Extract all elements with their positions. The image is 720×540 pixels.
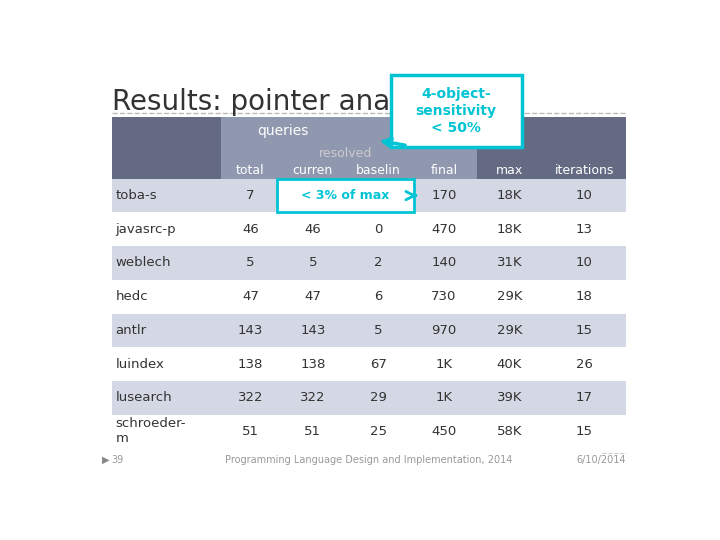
- Text: 138: 138: [238, 357, 264, 370]
- Text: toba-s: toba-s: [116, 189, 157, 202]
- Text: curren: curren: [293, 164, 333, 177]
- Text: 170: 170: [431, 189, 456, 202]
- Bar: [221, 162, 280, 179]
- Bar: [221, 117, 477, 145]
- Text: 5: 5: [374, 324, 382, 337]
- Text: resolved: resolved: [319, 147, 372, 160]
- Bar: [477, 145, 542, 162]
- Text: 26: 26: [576, 357, 593, 370]
- Text: 67: 67: [370, 357, 387, 370]
- Text: 1K: 1K: [436, 357, 452, 370]
- Text: 31K: 31K: [497, 256, 522, 269]
- Text: 1K: 1K: [436, 391, 452, 404]
- Bar: [542, 162, 626, 179]
- Text: weblech: weblech: [116, 256, 171, 269]
- Bar: [112, 314, 626, 347]
- Text: 6: 6: [374, 290, 382, 303]
- Text: schroeder-
m: schroeder- m: [116, 417, 186, 446]
- Text: 18K: 18K: [497, 189, 522, 202]
- Text: 18: 18: [576, 290, 593, 303]
- Text: 29: 29: [370, 391, 387, 404]
- Text: javasrc-p: javasrc-p: [116, 223, 176, 236]
- Bar: [112, 212, 626, 246]
- Text: 46: 46: [305, 223, 321, 236]
- Text: queries: queries: [258, 124, 309, 138]
- Text: baselin: baselin: [356, 164, 401, 177]
- Text: 15: 15: [576, 425, 593, 438]
- Bar: [112, 415, 626, 448]
- Text: 7: 7: [246, 189, 255, 202]
- Text: 29K: 29K: [497, 290, 522, 303]
- Text: luindex: luindex: [116, 357, 164, 370]
- Bar: [112, 347, 626, 381]
- Text: 47: 47: [242, 290, 259, 303]
- Text: < 3% of max: < 3% of max: [302, 189, 390, 202]
- Bar: [221, 145, 280, 162]
- Text: 138: 138: [300, 357, 325, 370]
- Bar: [112, 179, 626, 212]
- Text: antlr: antlr: [116, 324, 147, 337]
- Text: 46: 46: [242, 223, 259, 236]
- Text: 25: 25: [370, 425, 387, 438]
- Text: lusearch: lusearch: [116, 391, 172, 404]
- Bar: [346, 162, 411, 179]
- Text: 39K: 39K: [497, 391, 522, 404]
- Text: Programming Language Design and Implementation, 2014: Programming Language Design and Implemen…: [225, 455, 513, 465]
- Text: 18K: 18K: [497, 223, 522, 236]
- Text: 730: 730: [431, 290, 456, 303]
- Text: 10: 10: [576, 256, 593, 269]
- Bar: [542, 117, 626, 145]
- FancyBboxPatch shape: [277, 179, 414, 212]
- Text: 15: 15: [576, 324, 593, 337]
- Text: 5: 5: [309, 256, 317, 269]
- Text: 470: 470: [431, 223, 456, 236]
- Bar: [280, 145, 411, 162]
- Bar: [280, 162, 346, 179]
- Text: Results: pointer analysis: Results: pointer analysis: [112, 88, 451, 116]
- Bar: [542, 145, 626, 162]
- Text: 6/10/2014: 6/10/2014: [577, 455, 626, 465]
- Text: 13: 13: [576, 223, 593, 236]
- Text: 4-object-
sensitivity
< 50%: 4-object- sensitivity < 50%: [415, 87, 497, 136]
- Text: hedc: hedc: [116, 290, 148, 303]
- Text: 40K: 40K: [497, 357, 522, 370]
- Text: ▶: ▶: [102, 455, 109, 465]
- Text: 51: 51: [305, 425, 321, 438]
- Text: 47: 47: [305, 290, 321, 303]
- Text: 2: 2: [374, 256, 382, 269]
- Text: 143: 143: [238, 324, 264, 337]
- Text: 450: 450: [431, 425, 456, 438]
- Bar: [477, 117, 542, 145]
- Bar: [411, 162, 477, 179]
- Bar: [112, 246, 626, 280]
- Bar: [112, 280, 626, 314]
- Bar: [112, 381, 626, 415]
- Text: 970: 970: [431, 324, 456, 337]
- Bar: [112, 145, 221, 162]
- Text: 17: 17: [576, 391, 593, 404]
- Text: max: max: [496, 164, 523, 177]
- Text: 10: 10: [576, 189, 593, 202]
- Text: 51: 51: [242, 425, 259, 438]
- Bar: [112, 117, 221, 145]
- Text: 322: 322: [300, 391, 325, 404]
- Bar: [477, 162, 542, 179]
- Text: 140: 140: [431, 256, 456, 269]
- Text: 29K: 29K: [497, 324, 522, 337]
- Text: iterations: iterations: [554, 164, 614, 177]
- Text: final: final: [431, 164, 457, 177]
- Text: 0: 0: [374, 223, 382, 236]
- Bar: [112, 162, 221, 179]
- Text: 143: 143: [300, 324, 325, 337]
- Text: 58K: 58K: [497, 425, 522, 438]
- Text: 5: 5: [246, 256, 255, 269]
- Text: 322: 322: [238, 391, 264, 404]
- Text: total: total: [236, 164, 265, 177]
- Text: 39: 39: [112, 455, 124, 465]
- Bar: [411, 145, 477, 162]
- FancyBboxPatch shape: [391, 75, 522, 147]
